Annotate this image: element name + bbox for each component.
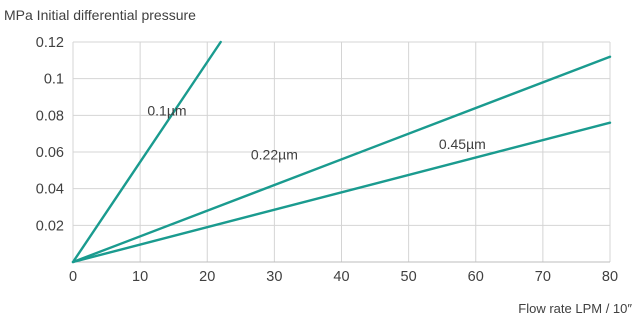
y-tick-labels: 0.02 0.04 0.06 0.08 0.1 0.12 <box>36 35 64 234</box>
x-axis-title: Flow rate LPM / 10″ <box>518 301 632 316</box>
y-tick-label: 0.02 <box>36 218 64 234</box>
series-labels: 0.1µm 0.22µm 0.45µm <box>147 103 485 163</box>
x-tick-labels: 0 10 20 30 40 50 60 70 80 <box>69 269 618 285</box>
x-tick-label: 40 <box>333 269 349 285</box>
x-tick-label: 0 <box>69 269 77 285</box>
x-tick-label: 50 <box>401 269 417 285</box>
x-tick-label: 10 <box>132 269 148 285</box>
series-lines <box>71 40 612 264</box>
x-tick-label: 30 <box>266 269 282 285</box>
y-tick-label: 0.1 <box>44 72 64 88</box>
x-tick-label: 80 <box>602 269 618 285</box>
gridlines <box>72 41 611 263</box>
series-label: 0.45µm <box>439 136 486 152</box>
x-tick-label: 20 <box>199 269 215 285</box>
series-label: 0.1µm <box>147 103 186 119</box>
series-line <box>71 40 222 264</box>
series-line <box>71 121 612 264</box>
series-label: 0.22µm <box>251 146 298 162</box>
series-line <box>71 55 612 264</box>
y-tick-label: 0.04 <box>36 182 64 198</box>
x-tick-label: 70 <box>535 269 551 285</box>
y-axis-title: MPa Initial differential pressure <box>4 7 196 23</box>
y-tick-label: 0.12 <box>36 35 64 51</box>
x-tick-label: 60 <box>468 269 484 285</box>
y-tick-label: 0.06 <box>36 145 64 161</box>
y-tick-label: 0.08 <box>36 108 64 124</box>
